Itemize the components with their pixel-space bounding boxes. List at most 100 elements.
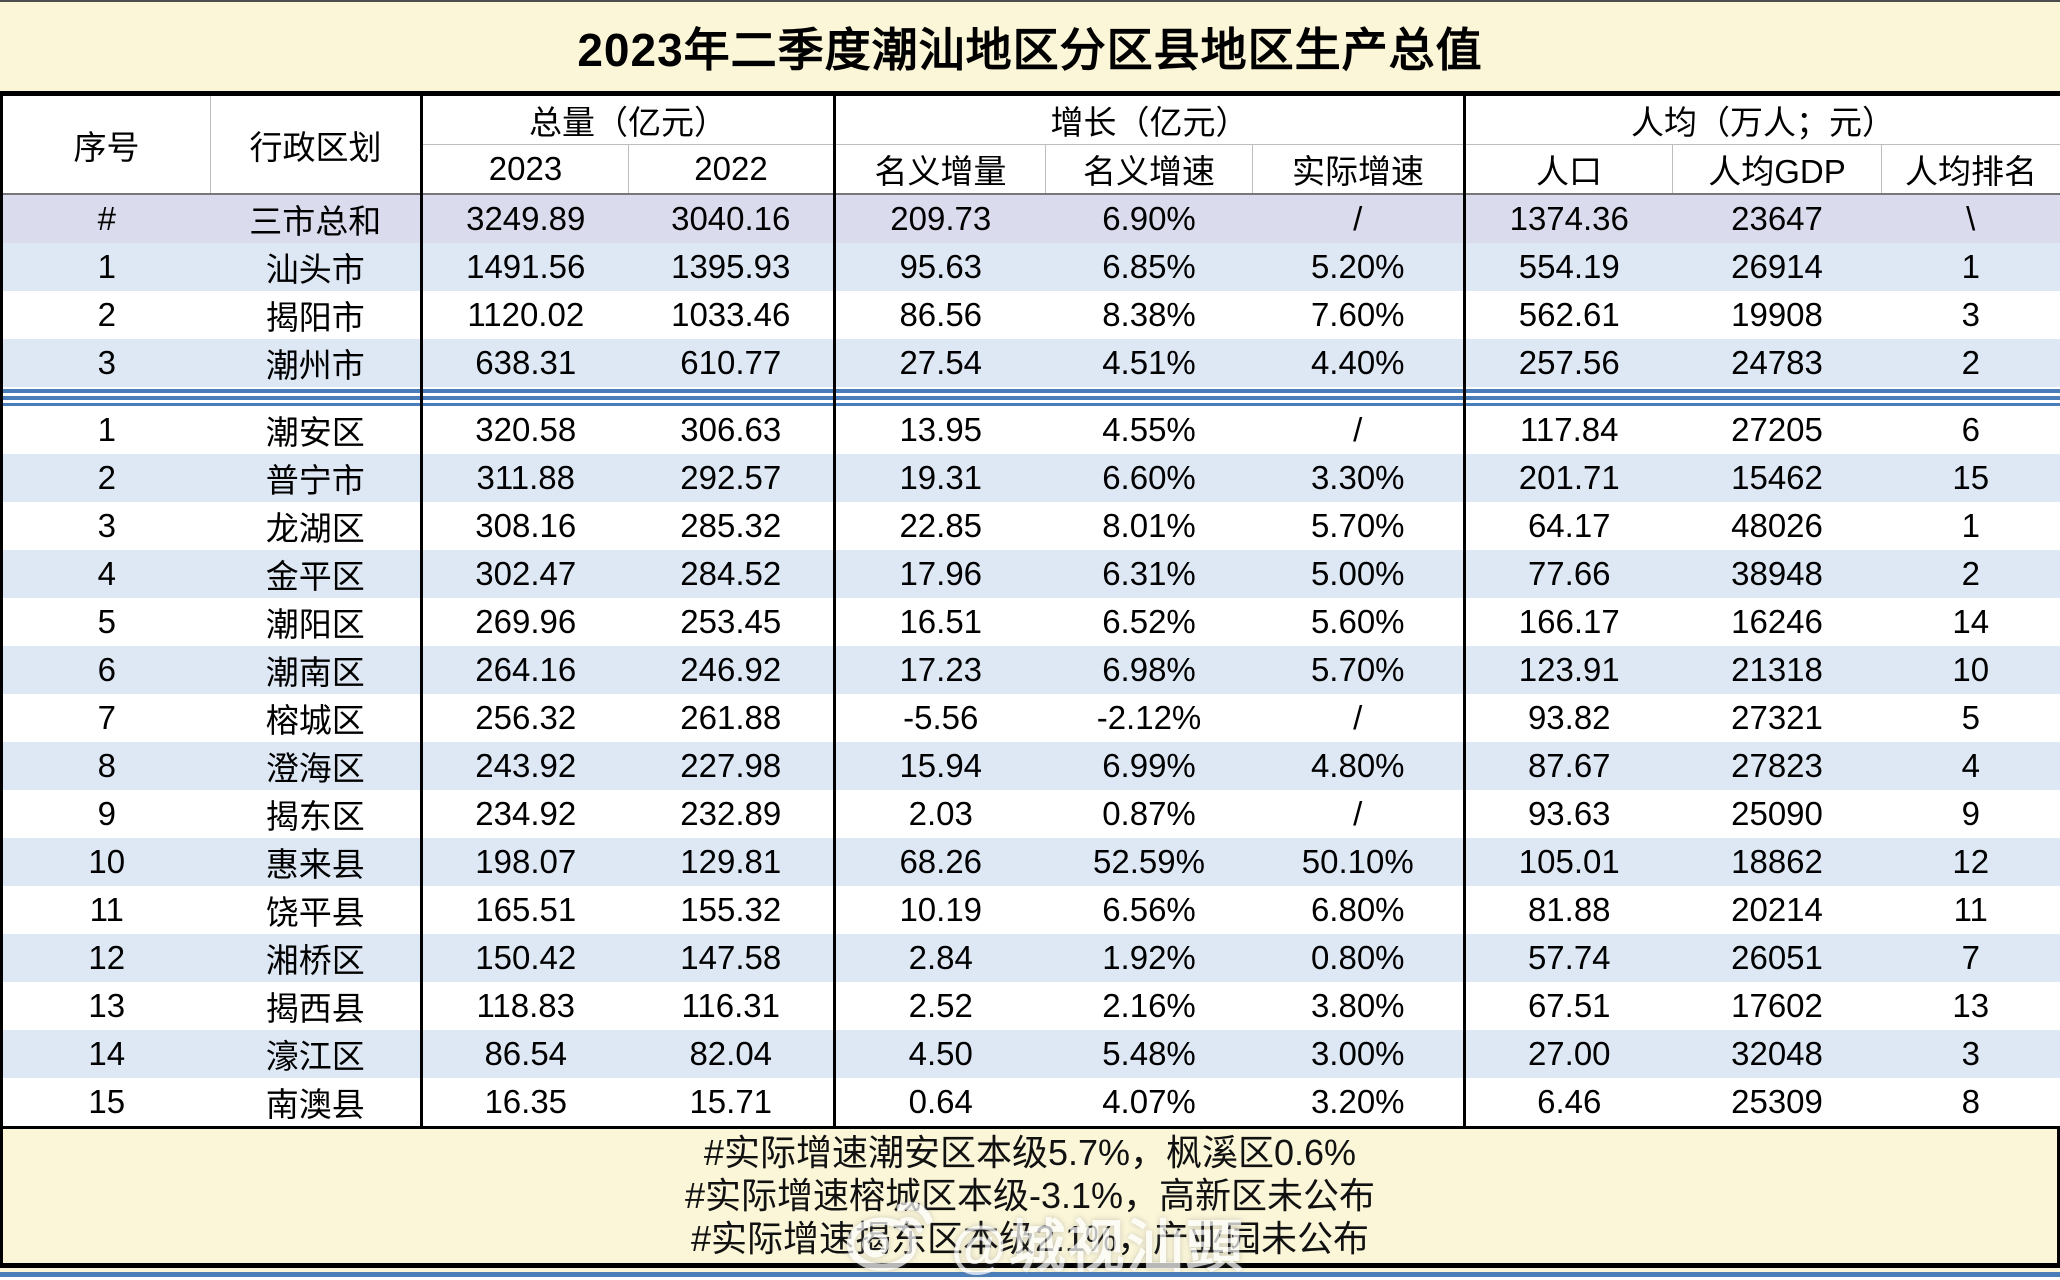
cell-value: 19.31 (834, 454, 1046, 502)
cell-value: 13 (1952, 987, 1990, 1024)
cell-value: 23647 (1672, 194, 1882, 243)
cell-value: 7.60% (1252, 291, 1466, 339)
cell-value: 22.85 (899, 507, 983, 544)
note-line: #实际增速榕城区本级-3.1%，高新区未公布 (684, 1175, 1376, 1216)
cell-value: 17602 (1731, 987, 1823, 1024)
cell-value: 3.00% (1252, 1030, 1466, 1078)
cell-value: 17.23 (834, 646, 1046, 694)
cell-value: 81.88 (1527, 891, 1611, 928)
cell-seq: 3 (97, 507, 116, 544)
district-row: 13 揭西县 118.83 116.31 2.52 2.16% 3.80% 67.51 1760… (2, 982, 2060, 1030)
cell-value: 6.80% (1252, 886, 1466, 934)
cell-value: 269.96 (475, 603, 577, 640)
cell-value: 24783 (1672, 339, 1882, 387)
col-header-2022: 2022 (628, 144, 836, 194)
cell-value: 292.57 (628, 454, 836, 502)
cell-value: 5.70% (1252, 502, 1466, 550)
cell-value: 16246 (1731, 603, 1823, 640)
cell-value: 6.90% (1045, 194, 1253, 243)
cell-seq: 9 (97, 795, 116, 832)
district-row: 7 榕城区 256.32 261.88 -5.56 -2.12% / 93.82 27321 5 (2, 694, 2060, 742)
cell-value: 27205 (1731, 411, 1823, 448)
cell-value: 198.07 (421, 838, 629, 886)
cell-value: 38948 (1672, 550, 1882, 598)
section-divider-cell (421, 387, 836, 406)
cell-seq: 5 (97, 603, 116, 640)
cell-value: \ (1881, 194, 2060, 243)
section-divider-row (1, 387, 2060, 406)
cell-value: 638.31 (421, 339, 629, 387)
cell-value: 4.80% (1252, 742, 1466, 790)
cell-region: 揭阳市 (210, 291, 423, 339)
cell-region: 榕城区 (210, 694, 423, 742)
cell-value: 26914 (1672, 243, 1882, 291)
cell-value: 311.88 (421, 454, 629, 502)
cell-value: 6.85% (1045, 243, 1253, 291)
gdp-table: 序号 行政区划 总量（亿元） 增长（亿元） 人均（万人；元） 2023 2022… (0, 96, 2060, 1129)
cell-value: 1491.56 (421, 243, 629, 291)
cell-seq: 7 (97, 699, 116, 736)
cell-value: 27.00 (1464, 1030, 1673, 1078)
cell-value: 150.42 (421, 934, 629, 982)
cell-value: 48026 (1731, 507, 1823, 544)
cell-value: 64.17 (1527, 507, 1611, 544)
summary-row: 1 汕头市 1491.56 1395.93 95.63 6.85% 5.20% 554.19 2… (1, 243, 2060, 291)
cell-value: 155.32 (628, 886, 836, 934)
cell-value: 9 (1961, 795, 1980, 832)
cell-region: 揭西县 (210, 982, 423, 1030)
cell-value: 4.40% (1252, 339, 1466, 387)
summary-row: 3 潮州市 638.31 610.77 27.54 4.51% 4.40% 257.56 247… (1, 339, 2060, 387)
summary-row: # 三市总和 3249.89 3040.16 209.73 6.90%/1374.36 23… (1, 194, 2060, 243)
cell-value: 15.94 (834, 742, 1046, 790)
cell-value: 227.98 (628, 742, 836, 790)
cell-value: 86.56 (899, 296, 983, 333)
cell-region: 濠江区 (210, 1030, 423, 1078)
cell-value: 27.54 (834, 339, 1046, 387)
cell-value: 4.07% (1102, 1083, 1196, 1120)
cell-value: 1120.02 (467, 296, 585, 333)
cell-value: 284.52 (628, 550, 836, 598)
section-divider-cell (834, 387, 1466, 406)
cell-value: 320.58 (475, 411, 577, 448)
cell-value: 3 (1961, 296, 1980, 333)
cell-value: 8 (1961, 1083, 1980, 1120)
cell-value: 3040.16 (628, 194, 836, 243)
cell-value: 4.55% (1102, 411, 1196, 448)
col-header-rank: 人均排名 (1881, 144, 2060, 194)
cell-value: 27823 (1672, 742, 1882, 790)
cell-seq: 10 (1, 838, 211, 886)
cell-value: 87.67 (1464, 742, 1673, 790)
cell-seq: 15 (88, 1083, 126, 1120)
cell-value: 1395.93 (628, 243, 836, 291)
cell-value: 18862 (1672, 838, 1882, 886)
header-sub-row: 2023 2022 名义增量 名义增速 实际增速 人口 人均GDP 人均排名 (2, 144, 2060, 194)
cell-seq: 1 (1, 243, 211, 291)
col-header-region: 行政区划 (210, 96, 423, 194)
cell-value: 1374.36 (1464, 194, 1673, 243)
cell-region: 潮南区 (210, 646, 423, 694)
summary-section: # 三市总和 3249.89 3040.16 209.73 6.90%/1374.36 23… (1, 194, 2060, 387)
cell-value: 1033.46 (628, 291, 836, 339)
cell-seq: 3 (1, 339, 211, 387)
cell-seq: 2 (1, 454, 211, 502)
cell-seq: # (1, 194, 211, 243)
group-header-percapita: 人均（万人；元） (1464, 96, 2060, 145)
table-head: 序号 行政区划 总量（亿元） 增长（亿元） 人均（万人；元） 2023 2022… (1, 96, 2060, 194)
cell-value: 77.66 (1464, 550, 1673, 598)
cell-value: / (1252, 790, 1466, 838)
cell-value: 2.52 (908, 987, 973, 1024)
district-row: 6 潮南区 264.16 246.92 17.23 6.98% 5.70% 123.91 213… (1, 646, 2060, 694)
cell-value: 16.35 (484, 1083, 568, 1120)
cell-seq: 8 (1, 742, 211, 790)
cell-value: 1.92% (1045, 934, 1253, 982)
cell-value: 5.70% (1252, 646, 1466, 694)
col-header-gdp-per-capita: 人均GDP (1672, 144, 1882, 194)
cell-value: 123.91 (1464, 646, 1673, 694)
cell-value: 10 (1881, 646, 2060, 694)
note-line: #实际增速潮安区本级5.7%，枫溪区0.6% (703, 1132, 1357, 1173)
cell-value: / (1252, 694, 1466, 742)
district-section: 1 潮安区 320.58 306.63 13.95 4.55% / 117.84 27205 6 2… (1, 406, 2060, 1128)
bottom-edge-strip (0, 1268, 2060, 1278)
cell-value: 50.10% (1252, 838, 1466, 886)
cell-region: 普宁市 (210, 454, 423, 502)
